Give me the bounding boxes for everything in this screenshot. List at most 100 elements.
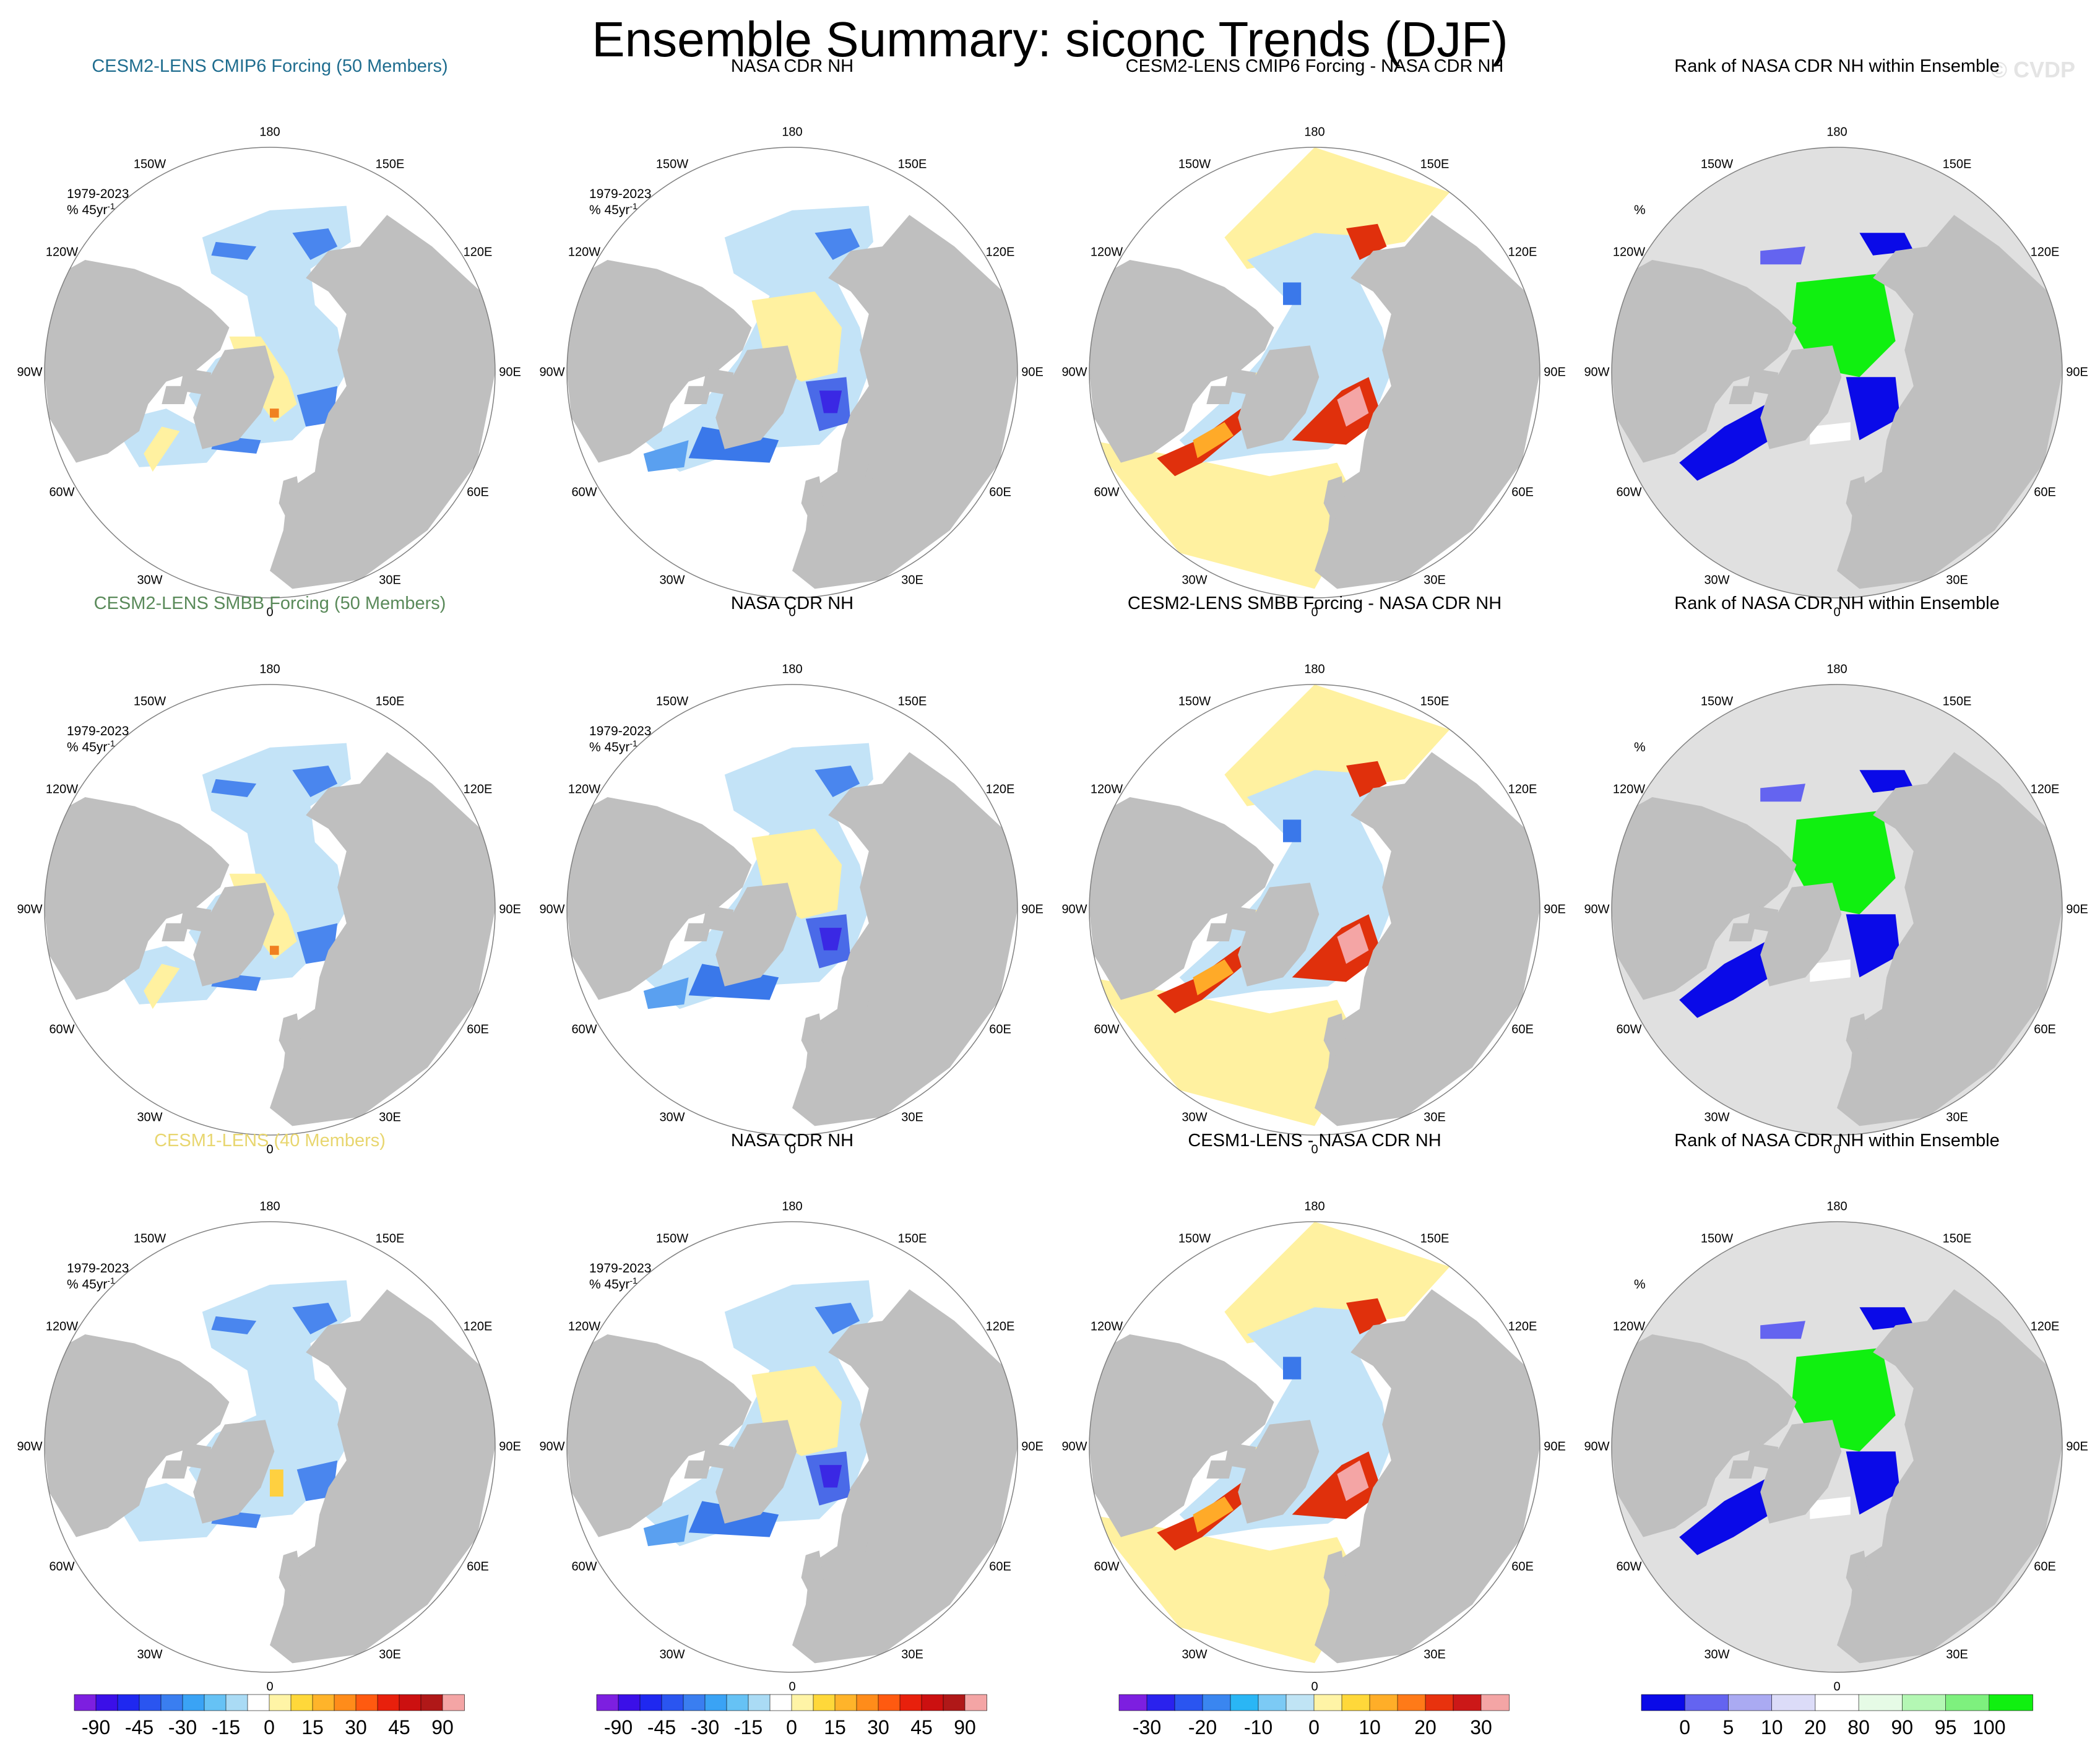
longitude-label: 90E <box>1021 365 1044 379</box>
land-mass <box>1612 797 1797 1000</box>
trend-region <box>1810 1496 1851 1519</box>
longitude-label: 180 <box>1826 662 1847 676</box>
land-mass <box>1760 883 1842 987</box>
longitude-label: 150E <box>376 694 405 708</box>
longitude-label: 120E <box>986 782 1015 796</box>
longitude-label: 150E <box>898 157 927 171</box>
longitude-label: 120E <box>2031 1319 2060 1333</box>
panel-title: NASA CDR NH <box>731 56 853 76</box>
longitude-label: 30E <box>901 573 923 587</box>
longitude-label: 180 <box>1826 1199 1847 1213</box>
longitude-label: 150W <box>1178 1232 1211 1245</box>
longitude-label: 90W <box>1584 1440 1609 1453</box>
land-mass <box>684 386 711 404</box>
longitude-label: 0 <box>1833 605 1840 619</box>
units-label: % 45yr-1 <box>589 738 637 754</box>
land-mass <box>1837 752 2062 1126</box>
map-boundary <box>44 684 496 1136</box>
longitude-label: 90W <box>1584 902 1609 916</box>
longitude-label: 90W <box>539 902 564 916</box>
map-field <box>1089 684 1540 1126</box>
colorbar-swatch <box>1202 1694 1231 1711</box>
longitude-label: 150W <box>656 694 688 708</box>
colorbar-swatch <box>442 1694 465 1711</box>
longitude-label: 120W <box>1091 245 1123 259</box>
trend-region <box>1283 1357 1302 1380</box>
units-label: % 45yr-1 <box>67 738 115 754</box>
map-boundary <box>1611 147 2063 598</box>
trend-region <box>1089 1514 1360 1664</box>
colorbar-swatch <box>899 1694 922 1711</box>
colorbar-tick-label: -10 <box>1244 1716 1273 1738</box>
period-label: 1979-2023 <box>589 187 651 201</box>
land-mass <box>1315 215 1540 589</box>
panel-title: Rank of NASA CDR NH within Ensemble <box>1674 56 1999 76</box>
land-mass <box>864 1528 887 1555</box>
longitude-label: 30W <box>137 573 162 587</box>
period-label: 1979-2023 <box>589 1261 651 1276</box>
longitude-label: 150E <box>898 694 927 708</box>
colorbar-swatch <box>247 1694 270 1711</box>
longitude-label: 60E <box>2034 485 2056 499</box>
colorbar-swatch <box>791 1694 814 1711</box>
colorbar-swatch <box>1480 1694 1510 1711</box>
longitude-label: 60W <box>1616 485 1641 499</box>
longitude-label: 150W <box>134 1232 166 1245</box>
colorbar-tick-label: 20 <box>1804 1716 1826 1738</box>
colorbar-swatch <box>399 1694 421 1711</box>
colorbar-tick-label: 0 <box>1679 1716 1690 1738</box>
map-boundary <box>566 684 1018 1136</box>
longitude-label: 180 <box>782 662 802 676</box>
longitude-label: 60W <box>49 1022 74 1036</box>
colorbar-swatch <box>269 1694 292 1711</box>
colorbar-swatch <box>964 1694 987 1711</box>
longitude-label: 30W <box>137 1110 162 1124</box>
longitude-label: 60E <box>1511 1560 1534 1573</box>
land-mass <box>1729 923 1756 941</box>
land-mass <box>162 923 189 941</box>
map-panel: CESM1-LENS - NASA CDR NH 180 150E 120E 90E 60… <box>1061 1131 1565 1693</box>
land-mass <box>1315 752 1540 1126</box>
colorbar-tick-label: -30 <box>691 1716 719 1738</box>
longitude-label: 30W <box>137 1648 162 1661</box>
trend-region <box>1810 959 1851 982</box>
colorbar-swatch <box>1945 1694 1990 1711</box>
map-field <box>567 743 1018 1126</box>
longitude-label: 120W <box>1613 1319 1645 1333</box>
trend-region <box>1089 440 1360 589</box>
trend-region <box>1859 233 1914 256</box>
longitude-label: 0 <box>1311 1142 1318 1156</box>
map-panel: CESM2-LENS SMBB Forcing (50 Members) 180 1… <box>17 594 521 1156</box>
land-mass <box>1846 1013 1869 1059</box>
colorbar-swatch <box>1397 1694 1426 1711</box>
colorbar-tick-label: 30 <box>867 1716 889 1738</box>
colorbar-swatch <box>1369 1694 1398 1711</box>
land-mass <box>279 1013 301 1059</box>
longitude-label: 90E <box>1021 1440 1044 1453</box>
colorbar-swatch <box>225 1694 248 1711</box>
land-mass <box>270 1289 495 1664</box>
longitude-label: 0 <box>789 605 795 619</box>
land-mass <box>567 797 752 1000</box>
longitude-label: 180 <box>259 1199 280 1213</box>
land-mass <box>1837 215 2062 589</box>
map-field <box>1612 684 2062 1135</box>
longitude-label: 120W <box>46 1319 78 1333</box>
colorbar-swatch <box>1146 1694 1175 1711</box>
colorbar-tick-label: 45 <box>910 1716 933 1738</box>
trend-region <box>643 1514 689 1547</box>
land-mass <box>1323 476 1346 522</box>
map-field <box>567 205 1018 589</box>
trend-region <box>292 228 338 260</box>
trend-region <box>1859 770 1914 793</box>
colorbar-swatch <box>769 1694 792 1711</box>
map-panel: NASA CDR NH 180 150E 120E 90E 60E 30E 0 30W 60W 90… <box>539 1131 1043 1693</box>
trend-region <box>1337 923 1369 964</box>
longitude-label: 0 <box>789 1680 795 1693</box>
panel-title: Rank of NASA CDR NH within Ensemble <box>1674 1131 1999 1151</box>
page-title: Ensemble Summary: siconc Trends (DJF) <box>592 12 1508 67</box>
longitude-label: 150W <box>134 157 166 171</box>
longitude-label: 90E <box>499 365 521 379</box>
trend-region <box>819 928 842 951</box>
land-mass <box>1909 454 1932 481</box>
